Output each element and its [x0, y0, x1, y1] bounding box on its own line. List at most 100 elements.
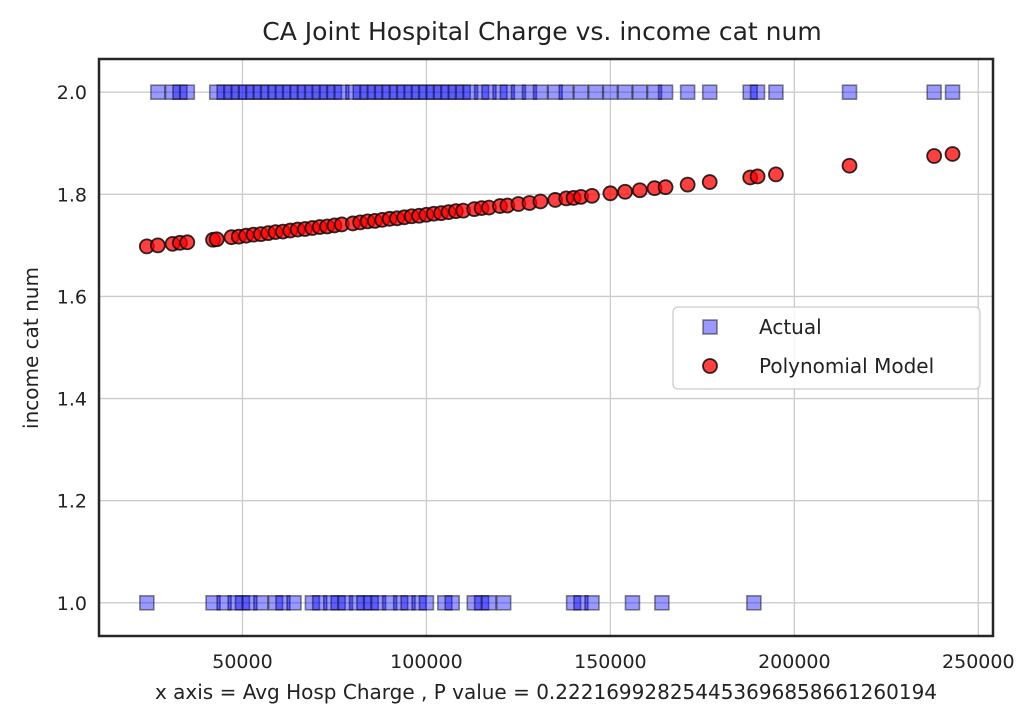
data-point	[356, 595, 372, 611]
data-point	[532, 193, 549, 210]
data-point	[532, 84, 549, 100]
data-point	[319, 84, 335, 100]
data-point	[841, 157, 858, 174]
data-point	[311, 595, 328, 611]
data-point	[411, 595, 427, 611]
data-point	[289, 84, 306, 100]
data-point	[646, 84, 663, 100]
data-point	[558, 84, 575, 100]
data-point	[437, 595, 453, 611]
legend-marker-actual	[702, 319, 718, 335]
data-point	[573, 595, 589, 611]
data-point	[253, 84, 269, 100]
y-tick-label: 2.0	[57, 82, 87, 104]
data-point	[205, 595, 221, 611]
data-point	[352, 84, 369, 100]
y-axis-label: income cat num	[19, 267, 43, 429]
data-point	[433, 84, 449, 100]
x-tick-label: 100000	[390, 651, 463, 673]
data-point	[297, 84, 313, 100]
data-point	[444, 595, 460, 611]
data-point	[584, 595, 600, 611]
data-point	[418, 84, 435, 100]
data-point	[275, 595, 291, 611]
data-point	[304, 84, 321, 100]
data-point	[389, 84, 405, 100]
data-point	[481, 84, 497, 100]
y-tick-label: 1.0	[57, 593, 87, 615]
legend: Actual Polynomial Model	[672, 306, 981, 390]
x-tick-label: 200000	[758, 651, 831, 673]
data-point	[617, 183, 633, 200]
data-point	[381, 84, 398, 100]
data-point	[473, 84, 490, 100]
legend-marker-polynomial-model	[702, 358, 718, 374]
data-point	[172, 84, 188, 100]
data-point	[286, 595, 302, 611]
data-point	[701, 174, 718, 190]
data-point	[374, 84, 391, 100]
x-axis-label: x axis = Avg Hosp Charge , P value = 0.2…	[155, 680, 937, 704]
data-point	[149, 237, 166, 254]
data-point	[381, 595, 398, 611]
data-point	[304, 595, 321, 611]
y-tick-label: 1.2	[57, 491, 87, 513]
data-point	[749, 168, 766, 185]
data-point	[547, 84, 563, 100]
data-point	[624, 595, 641, 611]
data-point	[749, 84, 766, 100]
data-point	[326, 84, 343, 100]
data-point	[267, 595, 284, 611]
data-point	[462, 84, 479, 100]
data-point	[768, 84, 784, 100]
data-point	[473, 595, 490, 611]
data-point	[234, 595, 251, 611]
data-point	[231, 84, 247, 100]
data-point	[216, 595, 232, 611]
data-point	[345, 84, 361, 100]
data-point	[179, 84, 196, 100]
x-tick-label: 150000	[574, 651, 647, 673]
data-point	[631, 182, 648, 199]
grid	[99, 59, 993, 636]
data-point	[216, 84, 232, 100]
data-point	[657, 84, 674, 100]
legend-label-actual: Actual	[759, 315, 822, 339]
data-point	[679, 84, 696, 100]
data-point	[396, 84, 413, 100]
x-tick-label: 50000	[212, 651, 272, 673]
legend-label-polynomial-model: Polynomial Model	[759, 354, 934, 378]
data-point	[510, 84, 527, 100]
data-point	[337, 595, 354, 611]
data-point	[701, 84, 718, 100]
data-point	[400, 595, 416, 611]
data-point	[466, 595, 483, 611]
data-point	[334, 84, 350, 100]
data-point	[238, 84, 254, 100]
data-point	[411, 84, 427, 100]
data-point	[455, 84, 472, 100]
data-point	[440, 84, 457, 100]
chart-title: CA Joint Hospital Charge vs. income cat …	[262, 17, 821, 46]
data-point	[495, 595, 512, 611]
data-point	[679, 176, 696, 193]
data-point	[363, 595, 380, 611]
x-tick-label: 250000	[942, 651, 1015, 673]
y-tick-label: 1.4	[57, 389, 87, 411]
data-point	[139, 595, 155, 611]
data-point	[348, 595, 365, 611]
legend-box	[672, 306, 981, 390]
data-point	[267, 84, 284, 100]
data-point	[587, 84, 604, 100]
data-point	[632, 84, 648, 100]
data-point	[602, 84, 619, 100]
data-point	[392, 595, 409, 611]
data-point	[322, 595, 339, 611]
data-points	[138, 84, 961, 611]
data-point	[573, 84, 589, 100]
data-point	[164, 84, 181, 100]
tick-labels: 50000 100000 150000 200000 250000 1.0 1.2 1.4 1.…	[57, 82, 1015, 673]
data-point	[602, 185, 619, 202]
data-point	[425, 84, 442, 100]
